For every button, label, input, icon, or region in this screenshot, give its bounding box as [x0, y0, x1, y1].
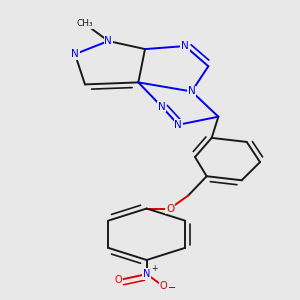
Text: O: O [160, 281, 167, 291]
Text: N: N [181, 41, 189, 51]
Text: O: O [115, 275, 122, 285]
Text: N: N [104, 36, 112, 46]
Text: O: O [166, 203, 174, 214]
Text: +: + [151, 264, 158, 273]
Text: N: N [71, 49, 79, 59]
Text: N: N [188, 86, 196, 97]
Text: CH₃: CH₃ [77, 20, 93, 28]
Text: −: − [168, 283, 176, 293]
Text: N: N [143, 269, 150, 279]
Text: N: N [175, 120, 182, 130]
Text: N: N [158, 102, 166, 112]
